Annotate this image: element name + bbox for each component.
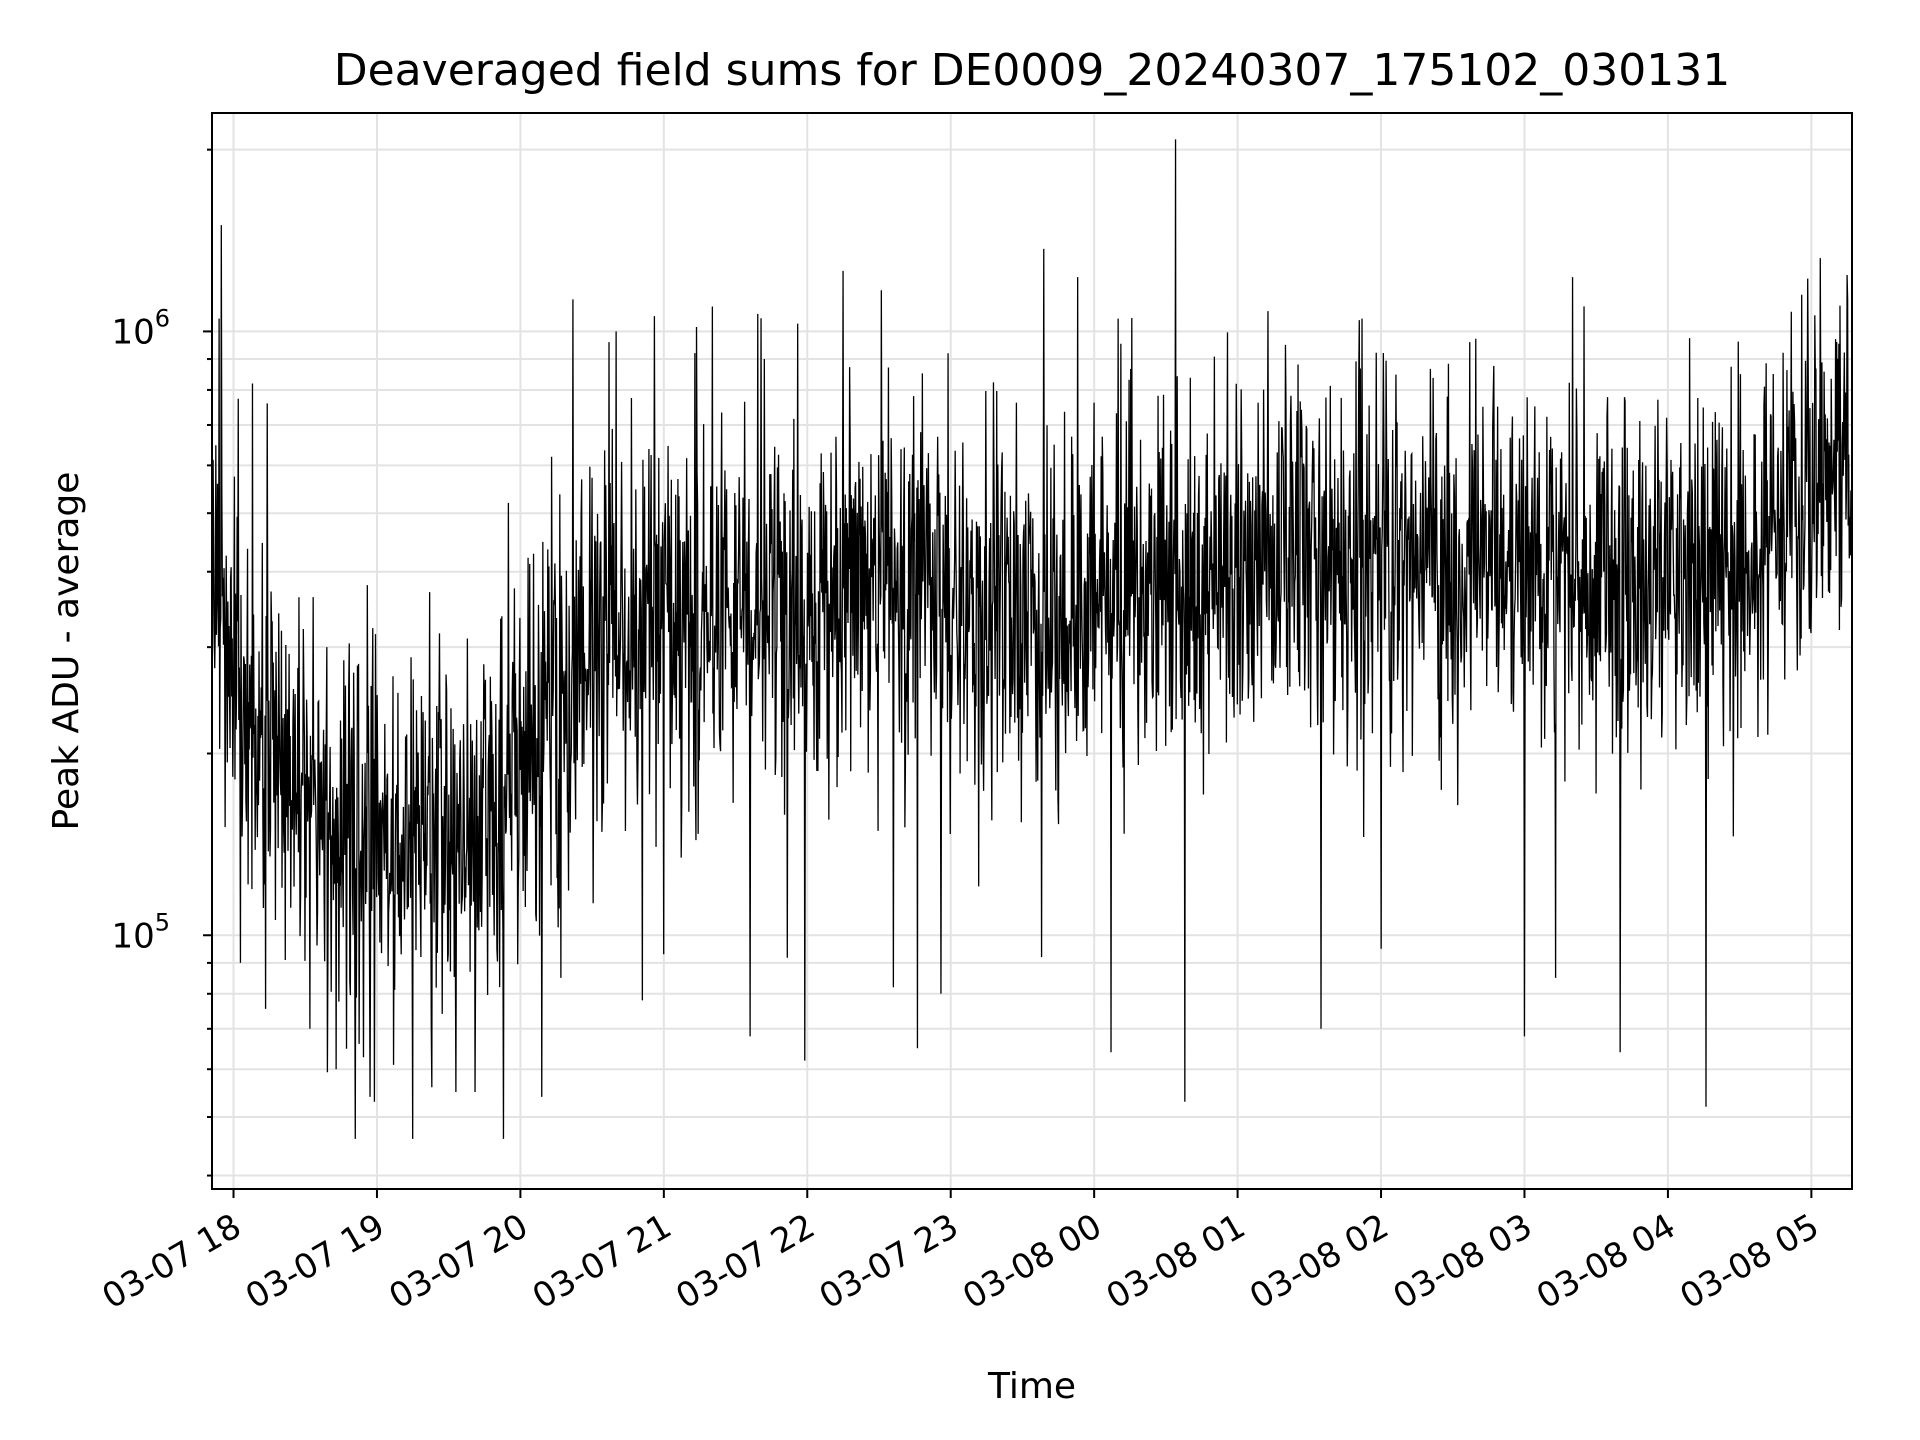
series-line [211, 139, 1853, 1139]
plot-area [211, 112, 1853, 1190]
y-axis: 105 106 [111, 148, 212, 1177]
x-axis-label: Time [987, 1366, 1076, 1407]
chart-title: Deaveraged field sums for DE0009_2024030… [334, 45, 1731, 96]
plot-frame [211, 112, 1853, 1190]
y-tick-label: 106 [111, 304, 170, 352]
series-path [211, 139, 1853, 1139]
y-tick-label: 105 [111, 908, 170, 956]
y-axis-label: Peak ADU - average [46, 472, 87, 831]
grid [212, 113, 1852, 1189]
